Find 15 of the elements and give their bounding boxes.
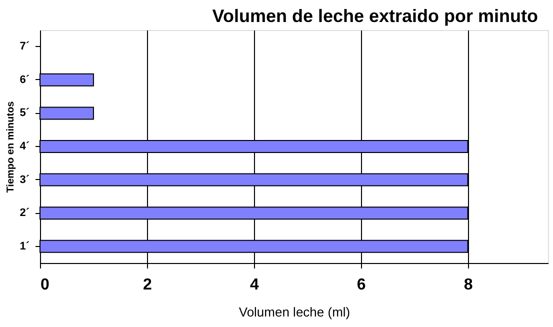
x-tick-label: 0 — [40, 276, 50, 294]
y-tick-label: 6´ — [20, 74, 30, 86]
y-tick-label: 5´ — [20, 107, 30, 120]
chart-title: Volumen de leche extraido por minuto — [212, 6, 538, 26]
y-tick-label: 1´ — [20, 240, 30, 252]
x-tick-label: 4 — [250, 276, 259, 294]
x-tick-label: 8 — [464, 276, 473, 294]
x-tick-label: 6 — [356, 276, 366, 294]
y-tick-label: 7´ — [20, 40, 30, 53]
x-tick-label: 2 — [142, 276, 152, 294]
y-tick-label: 4´ — [20, 140, 30, 152]
y-axis-title: Tiempo en minutos — [6, 100, 17, 193]
y-tick-label: 3´ — [20, 174, 30, 186]
y-tick-label: 2´ — [20, 207, 30, 220]
x-axis-title: Volumen leche (ml) — [238, 304, 350, 320]
